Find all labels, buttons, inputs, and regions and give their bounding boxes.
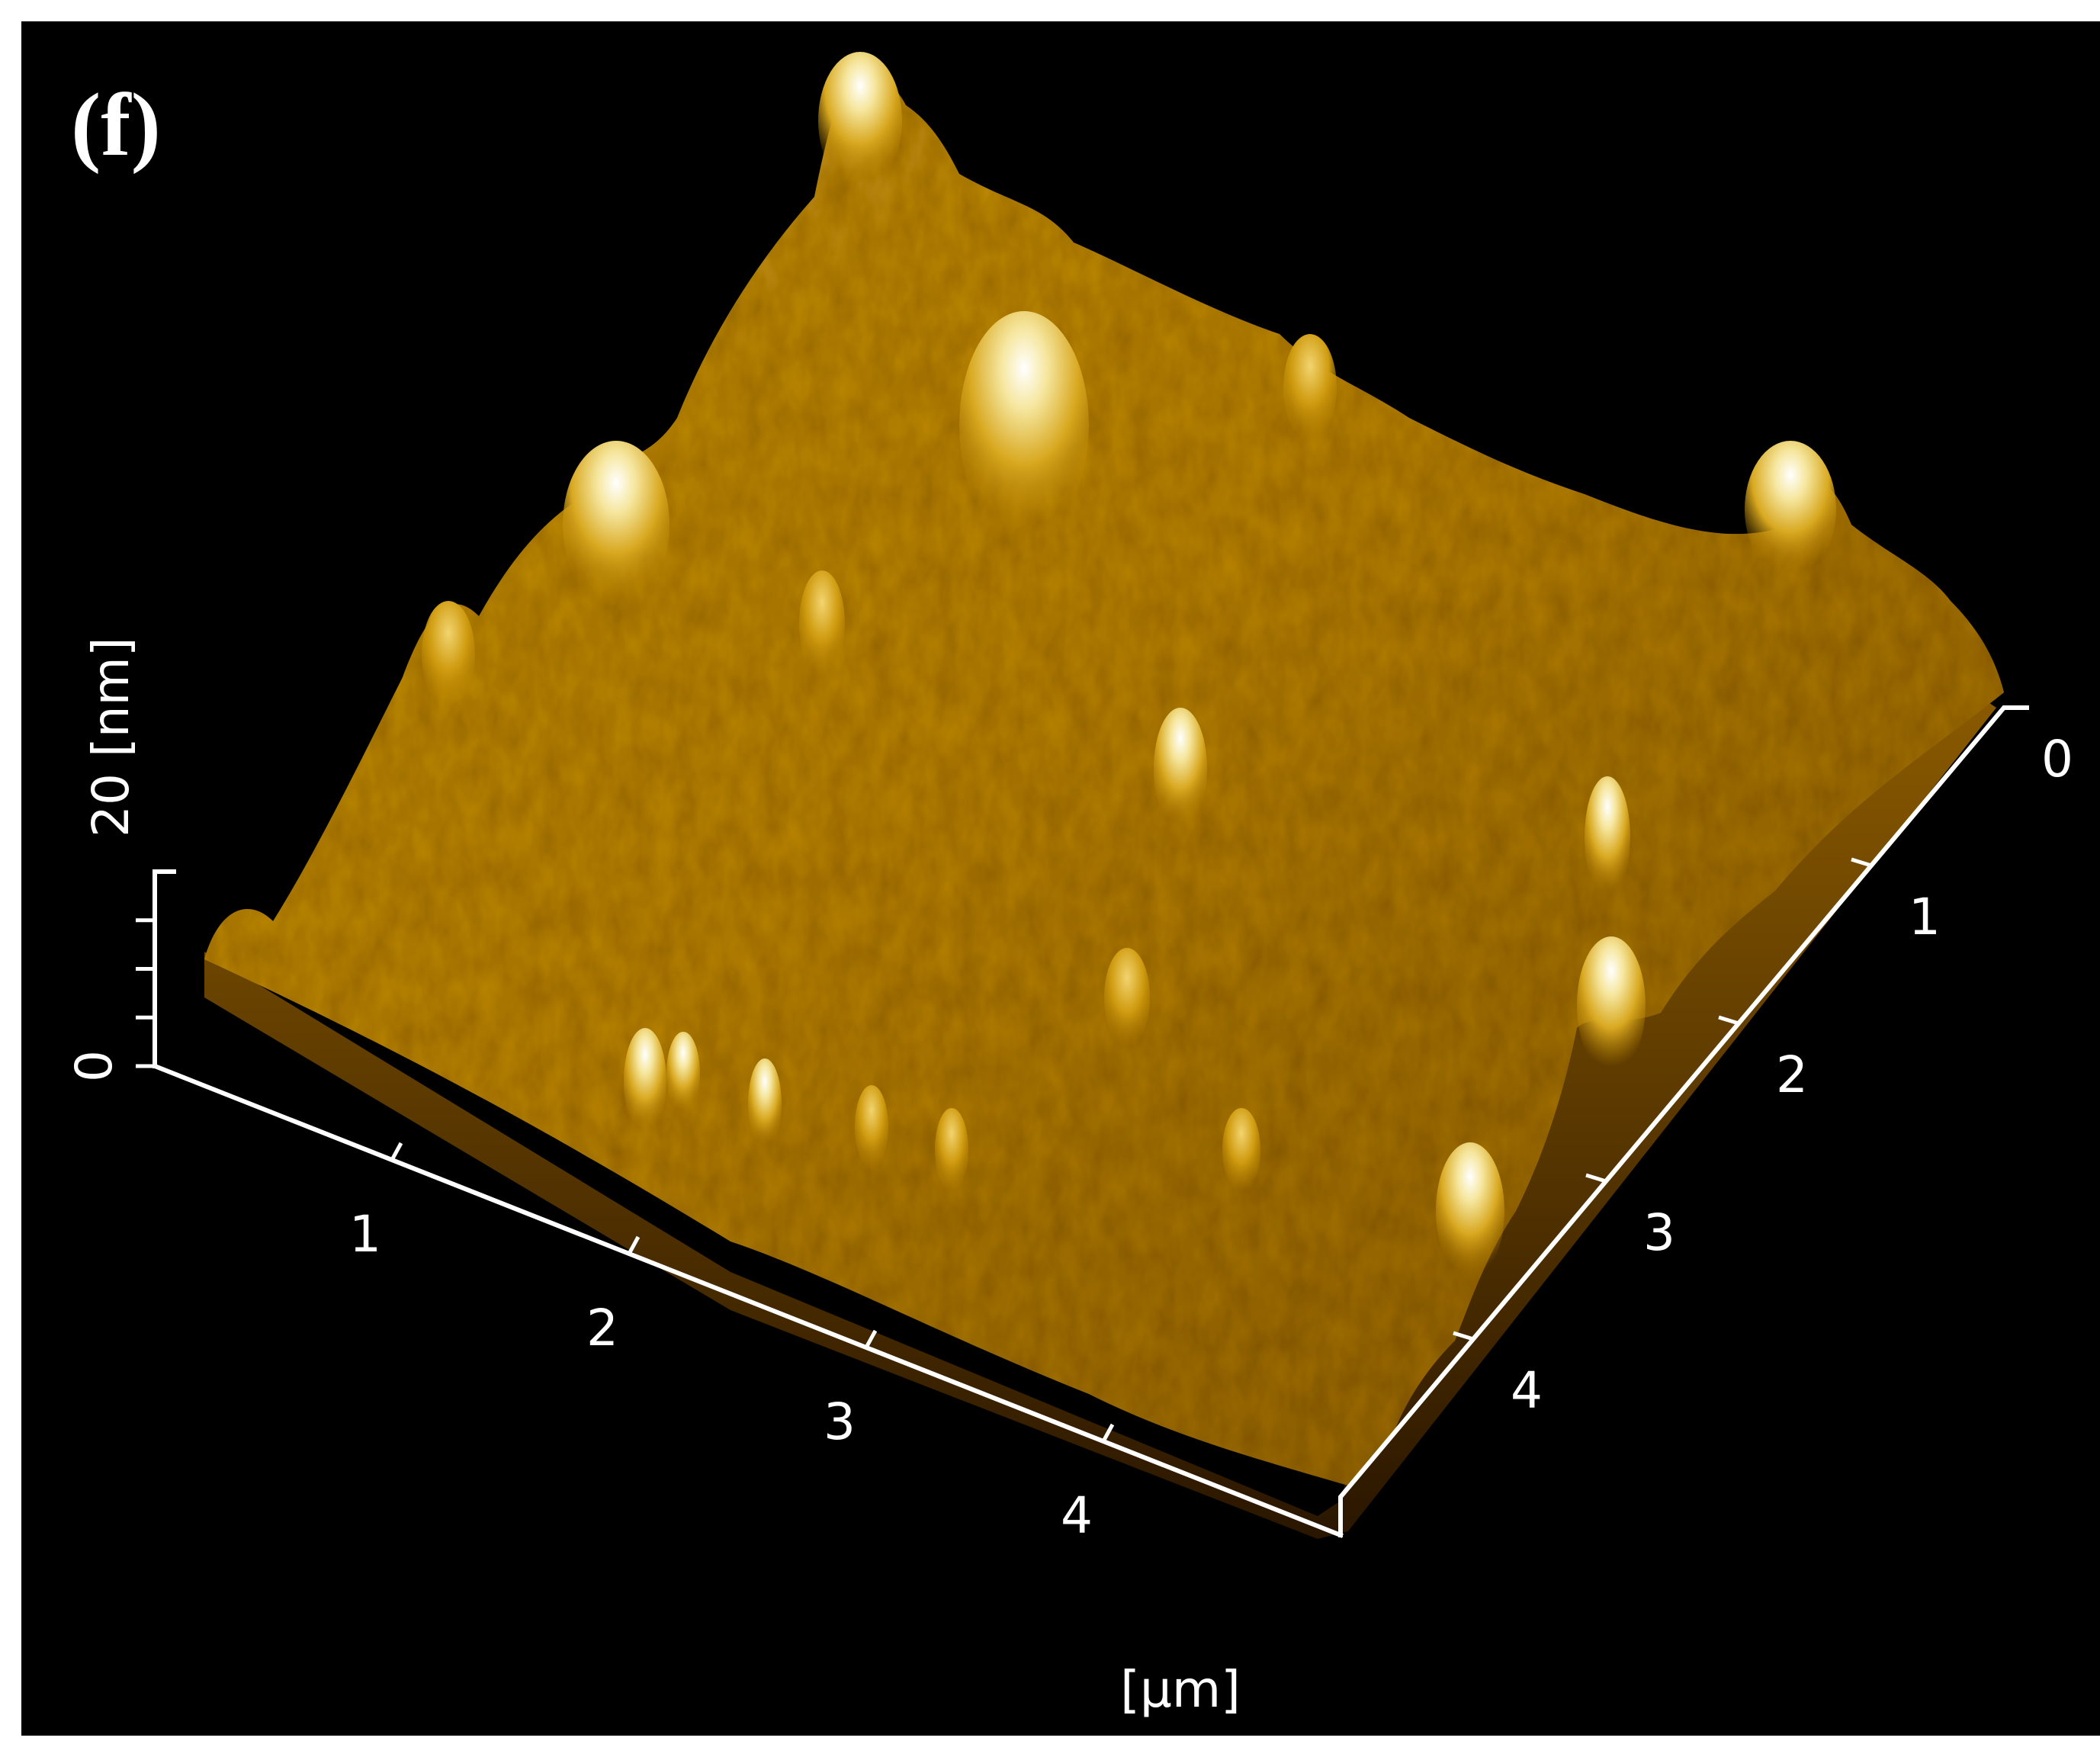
peak-upper-center: [959, 311, 1089, 540]
y-axis-tick-1: [1851, 857, 1872, 868]
x-axis-tick-1: [390, 1142, 403, 1161]
surface-front-wall: [204, 692, 1996, 1539]
peak-front-left-4: [855, 1085, 888, 1169]
y-axis-tick-label-1: 1: [1909, 888, 1941, 946]
x-axis-tick-label-1: 1: [349, 1205, 381, 1264]
z-axis-line: [153, 869, 176, 1068]
axes: 1 2 3 4 0 1 2 3 4 0: [65, 705, 2073, 1545]
y-axis-tick-4: [1453, 1331, 1474, 1341]
y-axis-tick-2: [1718, 1015, 1739, 1026]
y-axis-tick-label-4: 4: [1511, 1361, 1543, 1420]
peak-front: [1436, 1142, 1504, 1280]
peak-front-left-1: [624, 1028, 666, 1135]
x-axis-tick-4: [1101, 1423, 1115, 1443]
peak-front-left-5: [935, 1108, 968, 1192]
x-axis-line: [152, 1063, 1344, 1538]
z-axis-unit-label: 20 [nm]: [82, 637, 140, 837]
surface-top: [204, 67, 2004, 1486]
peak-front-center: [1222, 1108, 1260, 1192]
y-axis-tick-label-3: 3: [1643, 1203, 1675, 1262]
peak-front-left-2: [666, 1032, 700, 1116]
surface-peaks: [422, 52, 1836, 1280]
peak-right-front: [1577, 936, 1646, 1074]
y-axis-line: [1338, 705, 2029, 1537]
peak-upper-right-small: [1283, 334, 1337, 441]
panel-label: (f): [71, 75, 161, 175]
peak-left-ridge: [422, 601, 475, 708]
peak-front-left-3: [748, 1058, 782, 1150]
y-axis-tick-3: [1585, 1173, 1607, 1184]
peak-center-left: [799, 570, 845, 677]
peak-top-far: [818, 52, 902, 189]
y-axis-tick-label-2: 2: [1776, 1046, 1808, 1104]
x-axis-tick-label-2: 2: [586, 1299, 618, 1357]
y-axis-tick-label-0: 0: [2041, 730, 2073, 789]
x-axis-tick-label-3: 3: [824, 1392, 856, 1451]
x-axis-tick-3: [864, 1329, 878, 1349]
x-axis-tick-2: [627, 1235, 641, 1255]
peak-right-middle: [1585, 776, 1630, 898]
z-axis-tick-label-0: 0: [65, 1050, 124, 1082]
figure-frame: 1 2 3 4 0 1 2 3 4 0 (f) [μm] 20 [nm]: [21, 21, 2100, 1736]
peak-left: [563, 441, 669, 609]
peak-center-right: [1104, 948, 1150, 1047]
surface: [204, 67, 2004, 1539]
peak-right: [1745, 441, 1836, 578]
x-axis-unit-label: [μm]: [1120, 1660, 1241, 1719]
peak-center: [1154, 708, 1207, 830]
afm-3d-surface-plot: 1 2 3 4 0 1 2 3 4 0 (f) [μm] 20 [nm]: [65, 52, 2073, 1719]
x-axis-tick-label-4: 4: [1061, 1486, 1093, 1545]
